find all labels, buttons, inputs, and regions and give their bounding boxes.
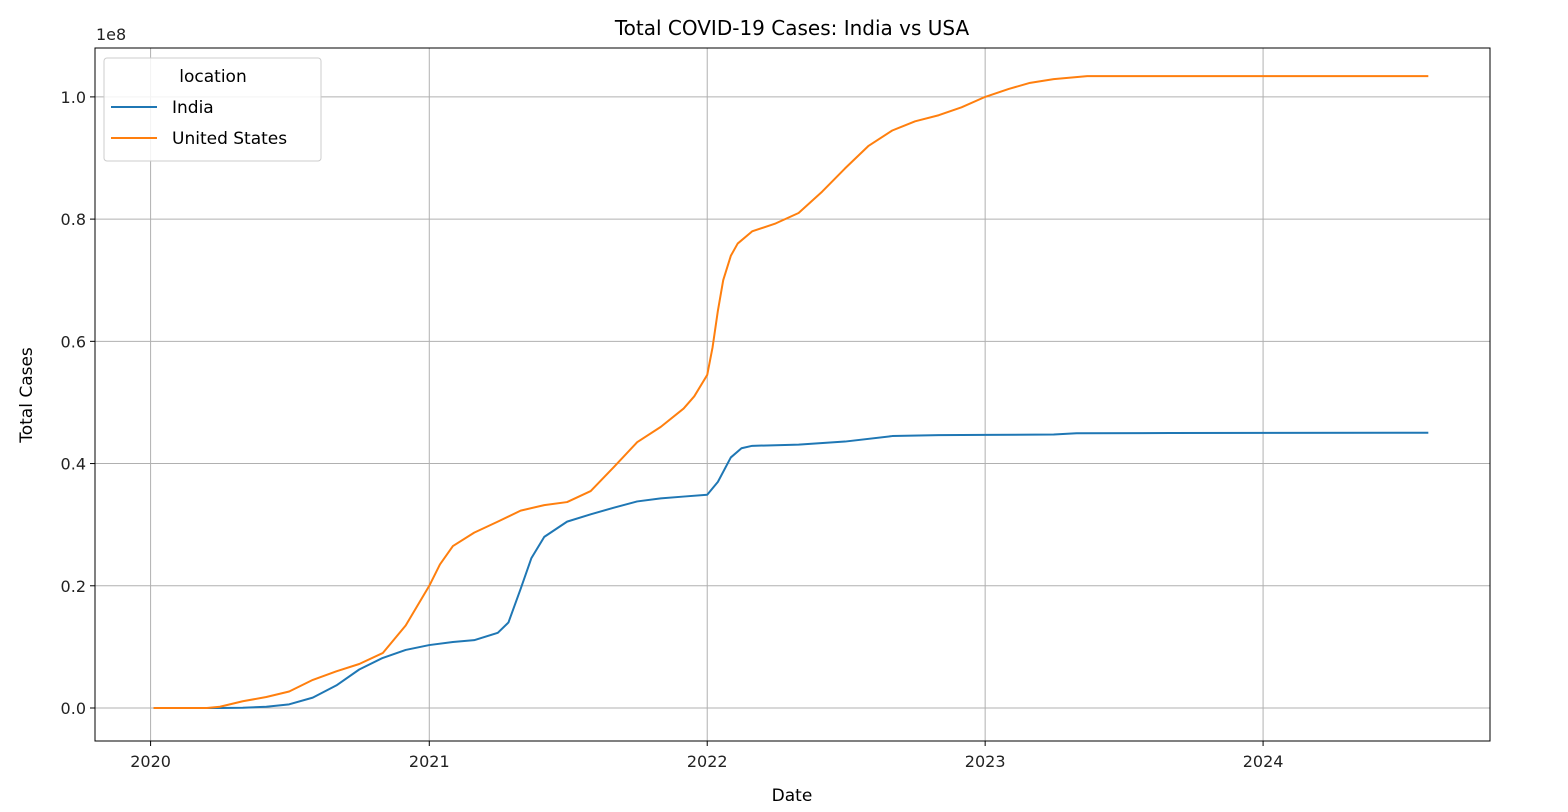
gridlines	[95, 48, 1490, 741]
legend: location India United States	[103, 57, 322, 162]
y-axis-ticks: 0.0 0.2 0.4 0.6 0.8 1.0	[61, 88, 95, 718]
x-axis-label: Date	[772, 786, 813, 806]
y-axis-label: Total Cases	[17, 347, 37, 444]
y-tick-label: 0.6	[61, 332, 86, 351]
series-line-india	[153, 431, 1429, 709]
legend-title: location	[179, 67, 246, 87]
series-lines	[153, 75, 1429, 709]
x-axis-ticks: 2020 2021 2022 2023 2024	[130, 741, 1283, 771]
y-tick-label: 0.8	[61, 210, 86, 229]
legend-entries: India United States	[111, 98, 287, 149]
chart-title: Total COVID-19 Cases: India vs USA	[614, 16, 970, 40]
y-tick-label: 0.2	[61, 577, 86, 596]
series-line-united-states	[153, 75, 1429, 709]
plot-frame	[94, 47, 1491, 742]
y-offset-label: 1e8	[96, 25, 126, 44]
legend-label: United States	[172, 129, 287, 149]
x-tick-label: 2021	[409, 752, 450, 771]
y-tick-label: 0.0	[61, 699, 86, 718]
y-tick-label: 0.4	[61, 455, 86, 474]
legend-box	[103, 57, 322, 162]
legend-label: India	[172, 98, 214, 118]
x-tick-label: 2022	[687, 752, 728, 771]
y-tick-label: 1.0	[61, 88, 86, 107]
x-tick-label: 2024	[1243, 752, 1284, 771]
x-tick-label: 2023	[965, 752, 1006, 771]
x-tick-label: 2020	[130, 752, 171, 771]
